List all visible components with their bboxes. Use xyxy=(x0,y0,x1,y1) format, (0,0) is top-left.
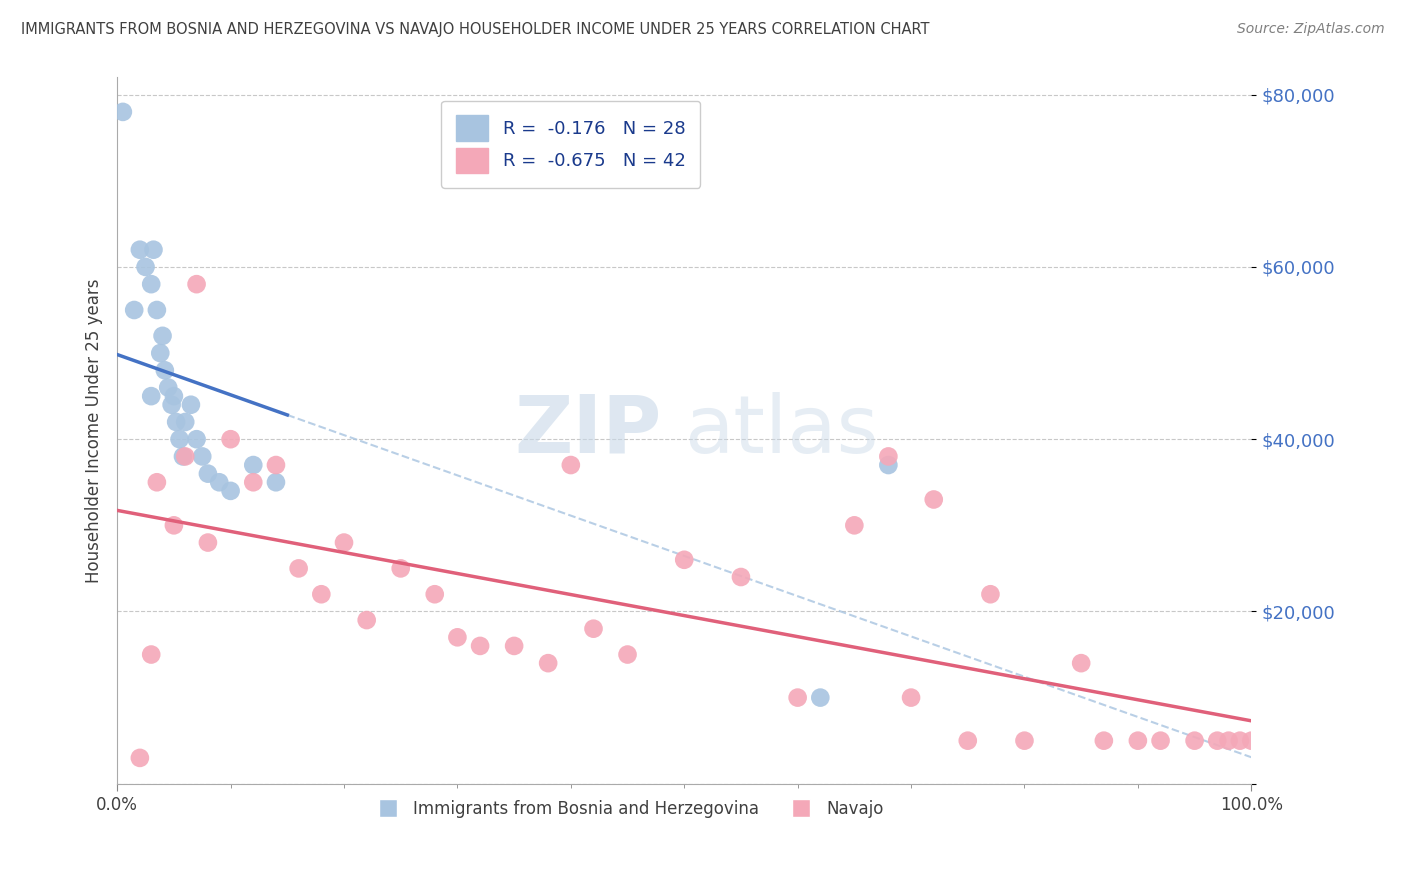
Point xyxy=(242,458,264,472)
Point xyxy=(135,260,157,274)
Point xyxy=(423,587,446,601)
Point xyxy=(389,561,412,575)
Point xyxy=(141,389,163,403)
Text: atlas: atlas xyxy=(685,392,879,469)
Point xyxy=(1218,733,1240,747)
Point xyxy=(208,475,231,490)
Point xyxy=(128,243,150,257)
Point xyxy=(186,432,208,446)
Point xyxy=(1240,733,1263,747)
Point xyxy=(174,450,197,464)
Legend: Immigrants from Bosnia and Herzegovina, Navajo: Immigrants from Bosnia and Herzegovina, … xyxy=(366,794,890,825)
Point xyxy=(142,243,165,257)
Point xyxy=(287,561,309,575)
Point xyxy=(446,630,468,644)
Point xyxy=(877,450,900,464)
Point xyxy=(141,277,163,292)
Point xyxy=(1126,733,1149,747)
Point xyxy=(157,380,180,394)
Y-axis label: Householder Income Under 25 years: Householder Income Under 25 years xyxy=(86,278,103,582)
Point xyxy=(1206,733,1229,747)
Point xyxy=(197,535,219,549)
Point xyxy=(152,329,174,343)
Point xyxy=(264,475,287,490)
Point xyxy=(468,639,491,653)
Text: IMMIGRANTS FROM BOSNIA AND HERZEGOVINA VS NAVAJO HOUSEHOLDER INCOME UNDER 25 YEA: IMMIGRANTS FROM BOSNIA AND HERZEGOVINA V… xyxy=(21,22,929,37)
Point xyxy=(1184,733,1206,747)
Point xyxy=(163,389,186,403)
Point xyxy=(264,458,287,472)
Point xyxy=(537,656,560,670)
Point xyxy=(956,733,979,747)
Point xyxy=(219,432,242,446)
Point xyxy=(922,492,945,507)
Point xyxy=(111,104,134,119)
Point xyxy=(160,398,183,412)
Point xyxy=(877,458,900,472)
Point xyxy=(191,450,214,464)
Point xyxy=(808,690,831,705)
Point xyxy=(141,648,163,662)
Text: ZIP: ZIP xyxy=(515,392,662,469)
Point xyxy=(169,432,191,446)
Point xyxy=(163,518,186,533)
Point xyxy=(1092,733,1115,747)
Point xyxy=(146,475,169,490)
Point xyxy=(186,277,208,292)
Point xyxy=(356,613,378,627)
Text: Source: ZipAtlas.com: Source: ZipAtlas.com xyxy=(1237,22,1385,37)
Point xyxy=(219,483,242,498)
Point xyxy=(1014,733,1036,747)
Point xyxy=(333,535,356,549)
Point xyxy=(172,450,194,464)
Point xyxy=(900,690,922,705)
Point xyxy=(582,622,605,636)
Point xyxy=(1070,656,1092,670)
Point xyxy=(560,458,582,472)
Point xyxy=(165,415,187,429)
Point xyxy=(1229,733,1251,747)
Point xyxy=(730,570,752,584)
Point xyxy=(128,751,150,765)
Point xyxy=(174,415,197,429)
Point xyxy=(146,303,169,318)
Point xyxy=(673,553,696,567)
Point xyxy=(153,363,176,377)
Point xyxy=(844,518,866,533)
Point xyxy=(242,475,264,490)
Point xyxy=(311,587,333,601)
Point xyxy=(979,587,1001,601)
Point xyxy=(180,398,202,412)
Point xyxy=(616,648,638,662)
Point xyxy=(122,303,145,318)
Point xyxy=(1149,733,1171,747)
Point xyxy=(786,690,808,705)
Point xyxy=(503,639,526,653)
Point xyxy=(197,467,219,481)
Point xyxy=(149,346,172,360)
